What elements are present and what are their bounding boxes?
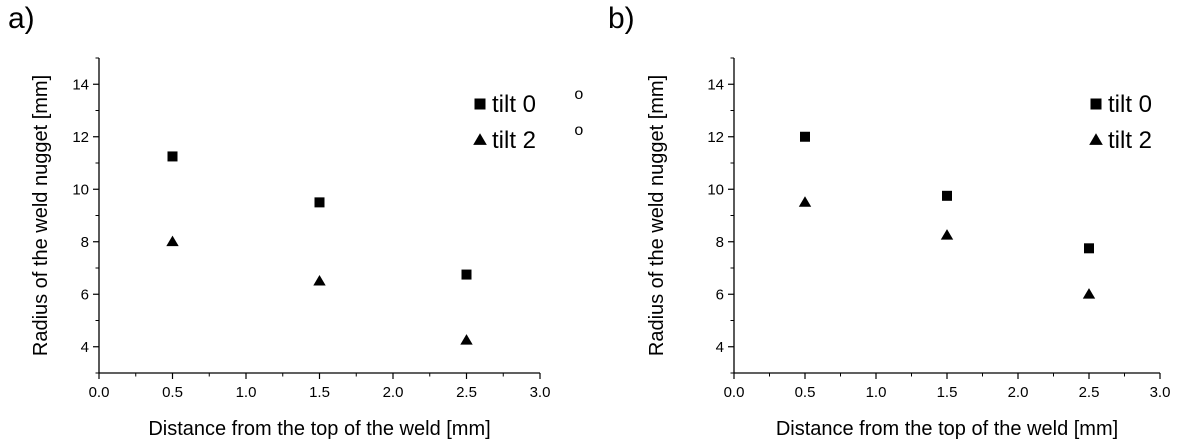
x-tick-label: 0.5 (795, 384, 816, 401)
y-tick-label: 10 (707, 181, 724, 198)
data-point-triangle (313, 275, 326, 286)
legend-label: tilt 2 (1108, 127, 1152, 154)
x-tick-label: 1.5 (309, 384, 330, 401)
x-tick-label: 1.5 (937, 384, 958, 401)
y-axis-label: Radius of the weld nugget [mm] (646, 75, 668, 356)
y-tick-label: 4 (81, 339, 89, 356)
panel-label: b) (608, 2, 635, 35)
legend-marker (474, 98, 486, 110)
x-tick-label: 0.0 (724, 384, 745, 401)
data-point-triangle (460, 334, 473, 345)
data-point-square (800, 131, 810, 142)
legend-label: tilt 2 (492, 127, 536, 154)
legend-marker (473, 133, 487, 145)
legend-label: tilt 0 (492, 91, 536, 118)
x-tick-label: 1.0 (866, 384, 887, 401)
panel-label: a) (8, 2, 35, 35)
x-tick-label: 2.0 (1008, 384, 1029, 401)
legend-label: tilt 0 (1108, 91, 1152, 118)
y-tick-label: 4 (716, 339, 724, 356)
data-point-square (1084, 243, 1094, 254)
x-tick-label: 0.0 (89, 384, 110, 401)
y-tick-label: 10 (72, 181, 89, 198)
scatter-chart-a: 0.0 0.5 1.0 1.5 2.0 2.5 3.0 4 6 8 10 12 14 Distance f… (30, 57, 583, 440)
y-tick-label: 14 (707, 76, 724, 93)
data-point-triangle (798, 196, 812, 207)
x-tick-label: 3.0 (530, 384, 551, 401)
x-axis-label: Distance from the top of the weld [mm] (776, 418, 1118, 440)
chart-panel-b: b) 0.0 0.5 1.0 1.5 2.0 2.5 3.0 4 6 8 10 12 14 Distanc… (596, 0, 1191, 441)
data-point-square (167, 151, 178, 162)
y-tick-label: 12 (72, 129, 89, 146)
y-axis-label: Radius of the weld nugget [mm] (30, 75, 52, 356)
x-tick-label: 0.5 (162, 384, 183, 401)
data-point-square (942, 190, 952, 201)
scatter-chart-b: 0.0 0.5 1.0 1.5 2.0 2.5 3.0 4 6 8 10 12 14 Distance f… (646, 57, 1191, 440)
x-tick-label: 2.5 (1079, 384, 1100, 401)
x-tick-label: 3.0 (1150, 384, 1171, 401)
y-tick-label: 12 (707, 129, 724, 146)
chart-panel-a: a) 0.0 0.5 1.0 1.5 2.0 2.5 3.0 4 6 8 10 12 14 Distanc… (8, 2, 583, 440)
data-point-triangle (166, 235, 179, 247)
legend-marker (1089, 133, 1103, 145)
legend-marker (1090, 98, 1102, 110)
y-tick-label: 8 (716, 234, 724, 251)
data-point-triangle (1082, 288, 1096, 299)
y-tick-label: 6 (716, 286, 724, 303)
x-tick-label: 2.5 (456, 384, 477, 401)
y-tick-label: 14 (72, 76, 89, 93)
data-point-triangle (940, 229, 954, 240)
legend-superscript: o (574, 122, 583, 139)
x-tick-label: 2.0 (383, 384, 404, 401)
y-tick-label: 6 (81, 286, 89, 303)
legend-superscript: o (574, 86, 583, 103)
data-point-square (461, 269, 472, 280)
x-tick-label: 1.0 (236, 384, 257, 401)
data-point-square (314, 197, 325, 208)
y-tick-label: 8 (81, 234, 89, 251)
x-axis-label: Distance from the top of the weld [mm] (148, 418, 490, 440)
